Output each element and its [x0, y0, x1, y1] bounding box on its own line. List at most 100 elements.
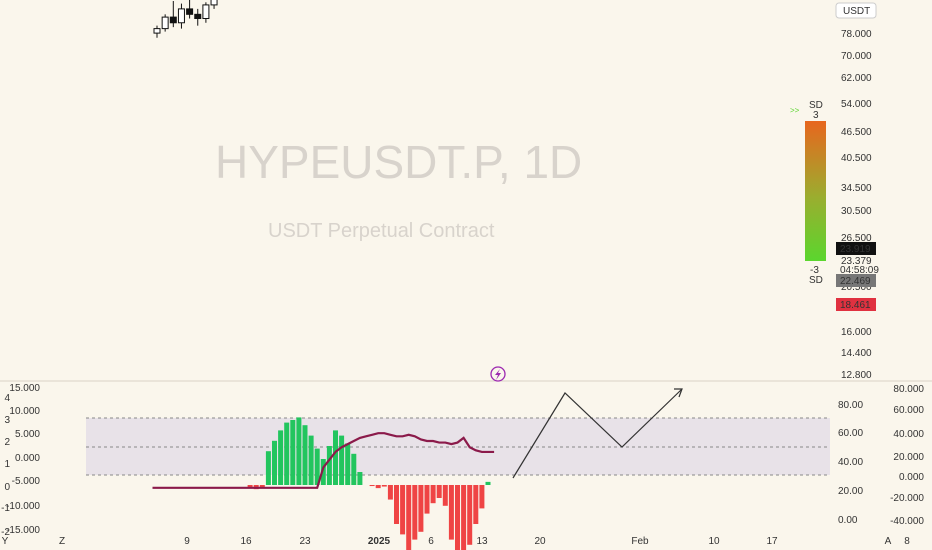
histogram-bar [369, 485, 375, 487]
candle [177, 8, 185, 24]
time-label: 10 [708, 536, 720, 547]
histogram-bar [436, 485, 442, 498]
histogram-bar [485, 481, 491, 485]
ind-left-tick: 0.000 [15, 453, 40, 464]
ind-right-tick: 0.00 [838, 515, 858, 526]
time-label: 20 [534, 536, 546, 547]
histogram-bar [302, 425, 308, 485]
histogram-bar [461, 485, 467, 550]
price-tick: 12.800 [841, 370, 872, 381]
time-label: 6 [428, 536, 434, 547]
ind-outer-left-tick: 0 [4, 482, 10, 493]
histogram-bar [314, 448, 320, 485]
histogram-bar [339, 435, 345, 485]
watermark-symbol: HYPEUSDT.P, 1D [215, 136, 582, 188]
currency-badge[interactable] [835, 2, 877, 19]
indicator-projection [512, 388, 683, 479]
candle [210, 0, 218, 6]
price-tick: 30.500 [841, 206, 872, 217]
histogram-bar [430, 485, 436, 504]
time-label: 8 [904, 536, 910, 547]
histogram-bar [326, 446, 332, 485]
histogram-bar [387, 485, 393, 500]
time-axis[interactable]: Y Z 9 16 23 2025 6 13 20 Feb 10 17 A 8 [2, 536, 911, 547]
ind-outer-left-tick: -1 [1, 503, 10, 514]
price-tick: 62.000 [841, 73, 872, 84]
sd-bottom: SD [809, 275, 823, 286]
ind-right-tick: 60.00 [838, 428, 863, 439]
price-badge [836, 274, 876, 287]
time-label: 16 [240, 536, 252, 547]
histogram-bar [320, 459, 326, 485]
candles [153, 0, 218, 38]
ind-left-tick: -15.000 [6, 525, 40, 536]
histogram-bar [412, 485, 418, 540]
time-label: Y [2, 536, 9, 547]
ind-outer-left-tick: 1 [4, 459, 10, 470]
indicator-pane: 15.00010.0005.0000.000-5.000-10.000-15.0… [0, 380, 932, 550]
time-label: A [885, 536, 892, 547]
histogram-bar [259, 485, 265, 489]
time-label: 23 [299, 536, 311, 547]
price-tick: 16.000 [841, 327, 872, 338]
ind-outer-right-tick: 80.000 [893, 384, 924, 395]
indicator-projection-arrow [674, 388, 683, 398]
candle [186, 8, 194, 15]
ind-right-tick: 20.00 [838, 486, 863, 497]
histogram-bar [345, 443, 351, 485]
histogram-bar [467, 485, 473, 545]
histogram-bar [424, 485, 430, 514]
ind-left-tick: -5.000 [12, 476, 41, 487]
candle [202, 4, 210, 20]
histogram-bar [247, 485, 253, 488]
ind-outer-right-tick: -40.000 [890, 516, 924, 527]
histogram-bar [418, 485, 424, 532]
time-label: Feb [631, 536, 649, 547]
price-axis[interactable]: 78.000 70.000 62.000 54.000 46.500 40.500 34.5… [836, 29, 879, 381]
sd-bar [805, 121, 826, 261]
sd-top-value: 3 [813, 110, 819, 121]
ind-outer-right-tick: 20.000 [893, 452, 924, 463]
histogram-bar [400, 485, 406, 535]
histogram-bar [333, 430, 338, 485]
ind-left-tick: 5.000 [15, 429, 40, 440]
histogram-bar [284, 422, 290, 485]
ind-left-tick: 10.000 [9, 406, 40, 417]
price-badge [836, 298, 876, 311]
ind-outer-right-tick: 0.000 [899, 472, 924, 483]
ind-outer-right-tick: 60.000 [893, 405, 924, 416]
ind-outer-left-tick: 3 [4, 415, 10, 426]
price-tick: 78.000 [841, 29, 872, 40]
ind-outer-right-tick: -20.000 [890, 493, 924, 504]
ind-outer-left-tick: 2 [4, 437, 10, 448]
ind-right-tick: 80.00 [838, 400, 863, 411]
ind-right-tick: 40.00 [838, 457, 863, 468]
price-badge [836, 242, 876, 255]
ind-left-tick: -10.000 [6, 501, 40, 512]
histogram-bar [455, 485, 460, 550]
price-tick: 54.000 [841, 99, 872, 110]
histogram-bar [278, 430, 284, 485]
price-badge-label: 22.469 [840, 276, 871, 287]
sd-gauge: SD3-3SD>> [790, 100, 826, 286]
countdown: 04:58:09 [840, 265, 879, 276]
candle [161, 16, 169, 30]
histogram-bar [308, 435, 314, 485]
histogram-bar [265, 451, 271, 485]
lightning-icon[interactable] [490, 366, 506, 382]
histogram-bar [394, 485, 399, 524]
ind-outer-right-tick: 40.000 [893, 429, 924, 440]
time-label: 9 [184, 536, 190, 547]
price-tick: 23.379 [841, 256, 872, 267]
histogram-bar [357, 472, 363, 485]
histogram-bar [479, 485, 485, 509]
indicator-line [152, 432, 495, 489]
histogram-bar [406, 485, 412, 550]
price-tick: 70.000 [841, 51, 872, 62]
ind-outer-left-tick: -2 [1, 527, 10, 538]
histogram-bar [296, 417, 302, 485]
price-badge-label: 23.919 [840, 244, 871, 255]
ind-left-tick: 15.000 [9, 383, 40, 394]
candle [153, 28, 161, 34]
